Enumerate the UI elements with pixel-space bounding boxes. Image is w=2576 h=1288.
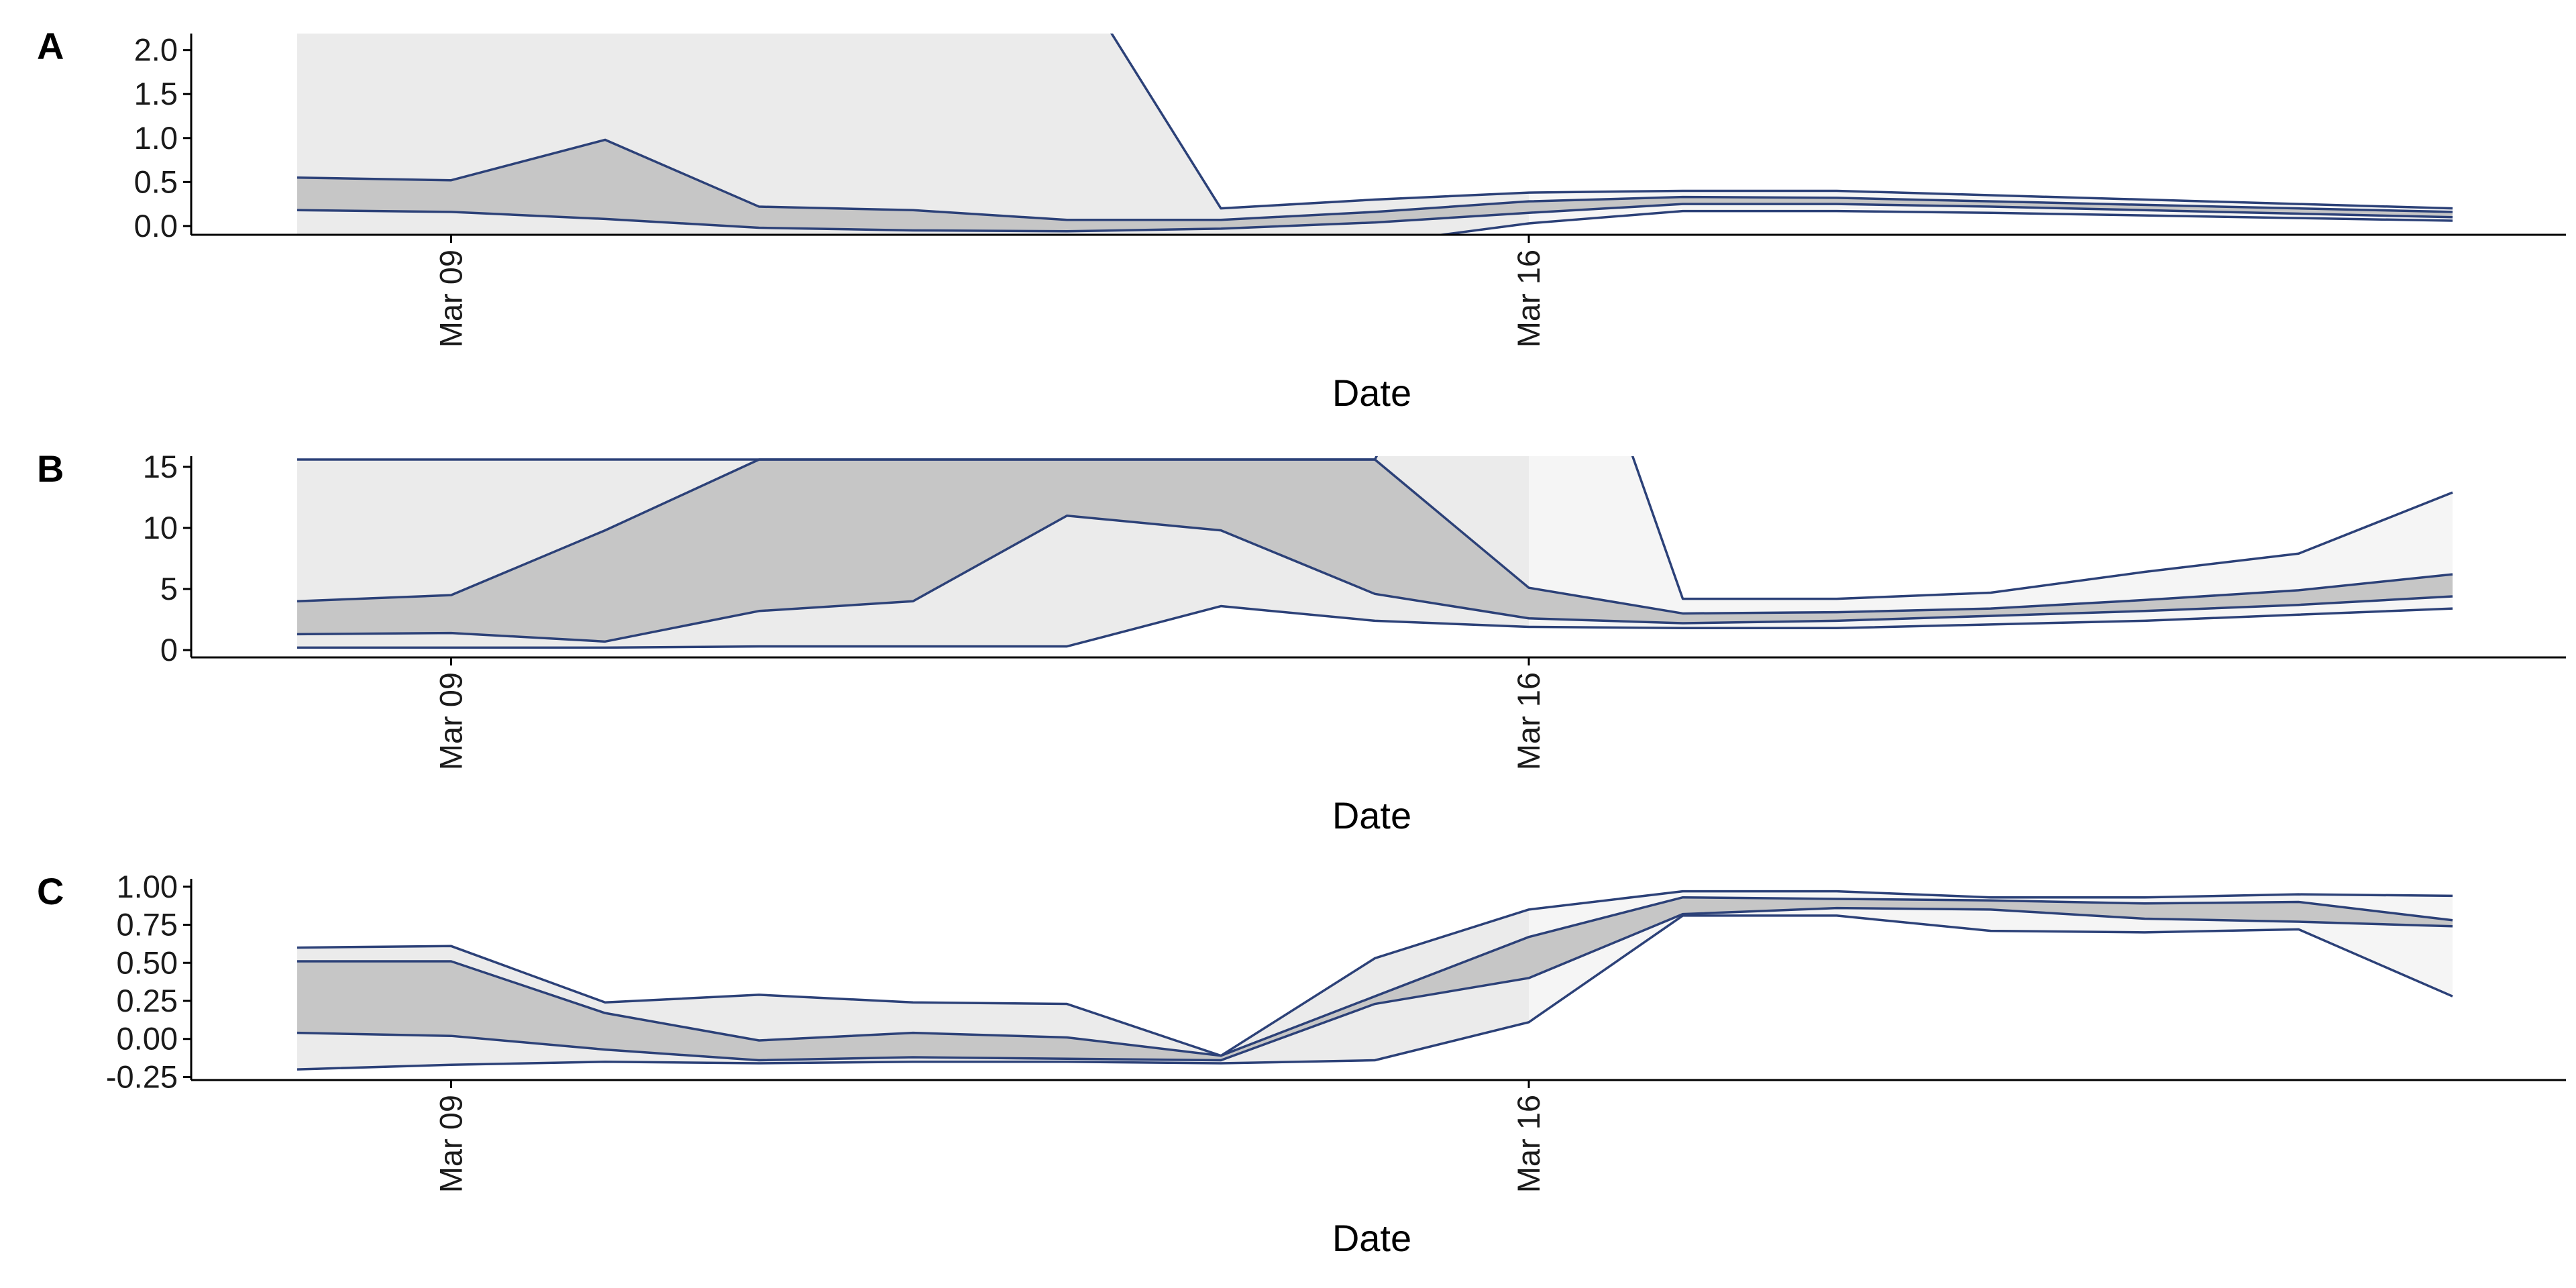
panel-c-inner-band-segment [2298, 902, 2453, 926]
panel-c-y-tick-label: 0.00 [117, 1021, 178, 1057]
panel-a-inner-band-segment [605, 140, 759, 228]
panel-c-tag: C [37, 870, 64, 912]
panel-b: B 0 5 10 15 Mar 09 Mar 16 Date [37, 447, 2566, 837]
panel-c-lower-inner-line [297, 906, 2453, 1062]
panel-a-outer-band-segment [913, 34, 1067, 235]
panel-c-y-tick-label: -0.25 [106, 1059, 178, 1094]
panel-b-tag: B [37, 447, 64, 490]
panel-c-x-axis: Mar 09 Mar 16 [191, 1079, 2566, 1193]
panel-b-inner-band-segment [913, 460, 1067, 602]
panel-b-lower-inner-line [297, 515, 2453, 643]
panel-c-outer-band-segment [1221, 958, 1375, 1064]
panel-c-lines [297, 890, 2453, 1071]
panel-b-inner-band-segment [605, 460, 759, 642]
panel-a-lines [297, 34, 2453, 235]
panel-c-x-axis-title: Date [1332, 1217, 1411, 1259]
panel-a-outer-band-segment [759, 34, 913, 235]
panel-c-inner-band-segment [913, 1032, 1067, 1059]
panel-c-inner-band-segment [451, 961, 605, 1050]
panel-c-y-axis: -0.250.000.250.500.751.00 [106, 869, 193, 1094]
panel-b-lines [297, 456, 2453, 649]
panel-c-inner-band-segment [1837, 898, 1991, 910]
panel-b-inner-band-segment [1221, 460, 1375, 594]
panel-a-lower-outer-line [1432, 209, 2453, 235]
panel-c-x-tick-label: Mar 09 [433, 1095, 469, 1193]
panel-c-inner-band-segment [605, 1013, 759, 1061]
panel-b-inner-band-segment [1375, 460, 1529, 619]
panel-c-upper-inner-line [297, 896, 2453, 1057]
panel-a-outer-band-segment [1067, 34, 1221, 235]
panel-a-outer-band-segment [451, 34, 605, 235]
panel-a-x-tick-label: Mar 09 [433, 250, 469, 347]
panel-a-inner-band-segment [1990, 201, 2145, 211]
panel-c-lower-outer-line [297, 914, 2453, 1071]
panel-a-tag: A [37, 25, 64, 67]
panel-c-inner-band-segment [1375, 936, 1529, 1004]
panel-a-inner-band-segment [759, 207, 913, 231]
panel-b-x-tick-label: Mar 09 [433, 672, 469, 770]
panel-a-upper-outer-line [1110, 34, 2453, 210]
panel-a-outer-band-segment [605, 34, 759, 235]
panel-c-upper-outer-line [297, 890, 2453, 1057]
panel-b-y-tick-label: 0 [160, 632, 178, 667]
panel-b-y-axis: 0 5 10 15 [143, 449, 193, 667]
panel-c-y-tick-label: 0.50 [117, 945, 178, 980]
panel-b-upper-inner-line [297, 458, 2453, 615]
panel-b-inner-band-segment [451, 530, 605, 642]
panel-c-inner-band-segment [2145, 902, 2299, 922]
panel-a-upper-inner-line [297, 138, 2453, 221]
panel-a-x-tick-label: Mar 16 [1511, 250, 1546, 347]
panel-a-inner-band-segment [297, 177, 451, 212]
panel-b-x-axis-title: Date [1332, 794, 1411, 837]
panel-b-lower-outer-line [297, 604, 2453, 649]
panel-a-inner-band-segment [1375, 201, 1529, 223]
panel-b-outer-band-segment [1990, 572, 2145, 625]
panel-a: A 0.0 0.5 1.0 1.5 2.0 Mar 09 Mar 16 Date [37, 25, 2566, 414]
panel-a-x-axis: Mar 09 Mar 16 [191, 233, 2566, 347]
panel-a-y-tick-label: 0.5 [134, 164, 178, 199]
panel-a-y-axis: 0.0 0.5 1.0 1.5 2.0 [134, 32, 193, 244]
panel-a-bands [297, 34, 2453, 235]
panel-c-bands [297, 891, 2453, 1070]
panel-a-inner-band-segment [1221, 211, 1375, 229]
panel-c-inner-band-segment [1990, 900, 2145, 919]
panel-c-y-tick-label: 1.00 [117, 869, 178, 904]
panel-a-y-tick-label: 1.0 [134, 120, 178, 156]
panel-c-x-tick-label: Mar 16 [1511, 1095, 1546, 1193]
panel-b-inner-band-segment [2298, 574, 2453, 605]
panel-a-inner-band-segment [451, 140, 605, 219]
panel-a-x-axis-title: Date [1332, 372, 1411, 414]
panel-b-y-tick-label: 10 [143, 510, 178, 545]
panel-a-outer-band-segment [297, 34, 451, 235]
panel-c-inner-band-segment [1682, 897, 1837, 914]
panel-c-inner-band-segment [297, 961, 451, 1036]
panel-c-inner-band-segment [1529, 897, 1683, 978]
panel-a-inner-band-segment [913, 210, 1067, 231]
panel-c-y-tick-label: 0.75 [117, 907, 178, 943]
panel-a-inner-band-segment [2298, 208, 2453, 217]
panel-b-x-tick-label: Mar 16 [1511, 672, 1546, 770]
panel-b-inner-band-segment [759, 460, 913, 611]
panel-b-y-tick-label: 15 [143, 449, 178, 484]
panel-a-y-tick-label: 2.0 [134, 32, 178, 68]
panel-a-inner-band-segment [2145, 205, 2299, 214]
panel-a-y-tick-label: 1.5 [134, 76, 178, 111]
panel-a-y-tick-label: 0.0 [134, 208, 178, 244]
panel-c-y-tick-label: 0.25 [117, 983, 178, 1018]
panel-b-inner-band-segment [1067, 460, 1221, 531]
panel-c: C -0.250.000.250.500.751.00 Mar 09 Mar 16… [37, 869, 2566, 1259]
panel-b-inner-band-segment [1529, 588, 1683, 624]
panel-b-inner-band-segment [297, 595, 451, 635]
panel-a-lower-inner-line [297, 203, 2453, 233]
panel-b-y-tick-label: 5 [160, 571, 178, 606]
panel-b-x-axis: Mar 09 Mar 16 [191, 656, 2566, 770]
panel-b-outer-band-segment [1529, 456, 1683, 629]
